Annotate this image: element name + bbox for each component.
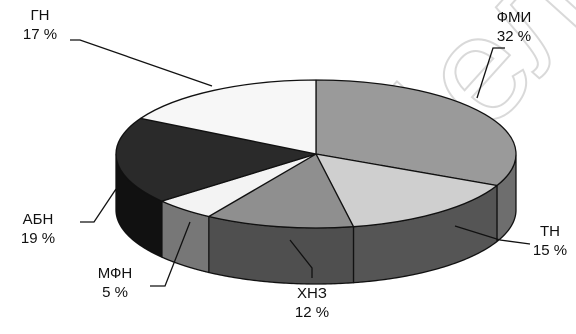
leader-line-4 xyxy=(150,221,191,287)
slice-value-4: 5 % xyxy=(102,284,128,301)
slice-label-6: ГН xyxy=(31,7,50,24)
leader-lines xyxy=(70,39,531,287)
leader-line-2 xyxy=(454,225,531,245)
slice-label-3: ХНЗ xyxy=(297,285,327,302)
slice-label-2: ТН xyxy=(540,223,560,240)
leader-line-1 xyxy=(476,47,505,99)
slice-label-4: МФН xyxy=(98,265,133,282)
slice-value-6: 17 % xyxy=(23,26,57,43)
pie-slice-6 xyxy=(140,79,317,155)
pie-slice-5 xyxy=(115,117,317,202)
pie-slice-2 xyxy=(315,153,498,228)
slice-value-3: 12 % xyxy=(295,304,329,321)
slice-labels: ФМИ 32 % ТН 15 % ХНЗ 12 % МФН 5 % АБН 19 % ГН 17 % xyxy=(21,7,567,321)
pie-slice-3 xyxy=(208,153,355,229)
leader-line-5 xyxy=(80,185,119,223)
leader-line-3 xyxy=(289,239,313,278)
slice-value-2: 15 % xyxy=(533,242,567,259)
pie-sides xyxy=(115,153,517,285)
pie-top xyxy=(115,79,517,229)
leader-line-6 xyxy=(70,39,213,87)
pie-slice-1 xyxy=(315,79,517,187)
slice-value-1: 32 % xyxy=(497,28,531,45)
slice-value-5: 19 % xyxy=(21,230,55,247)
slice-label-5: АБН xyxy=(23,211,54,228)
slice-label-1: ФМИ xyxy=(497,9,532,26)
